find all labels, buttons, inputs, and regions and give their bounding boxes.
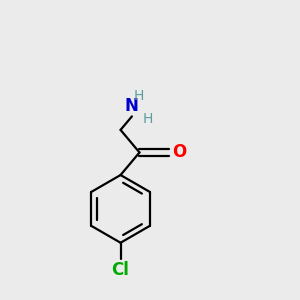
Text: O: O: [172, 143, 187, 161]
Text: N: N: [125, 97, 139, 115]
Text: H: H: [143, 112, 154, 126]
Text: H: H: [134, 89, 144, 103]
Text: Cl: Cl: [112, 261, 130, 279]
